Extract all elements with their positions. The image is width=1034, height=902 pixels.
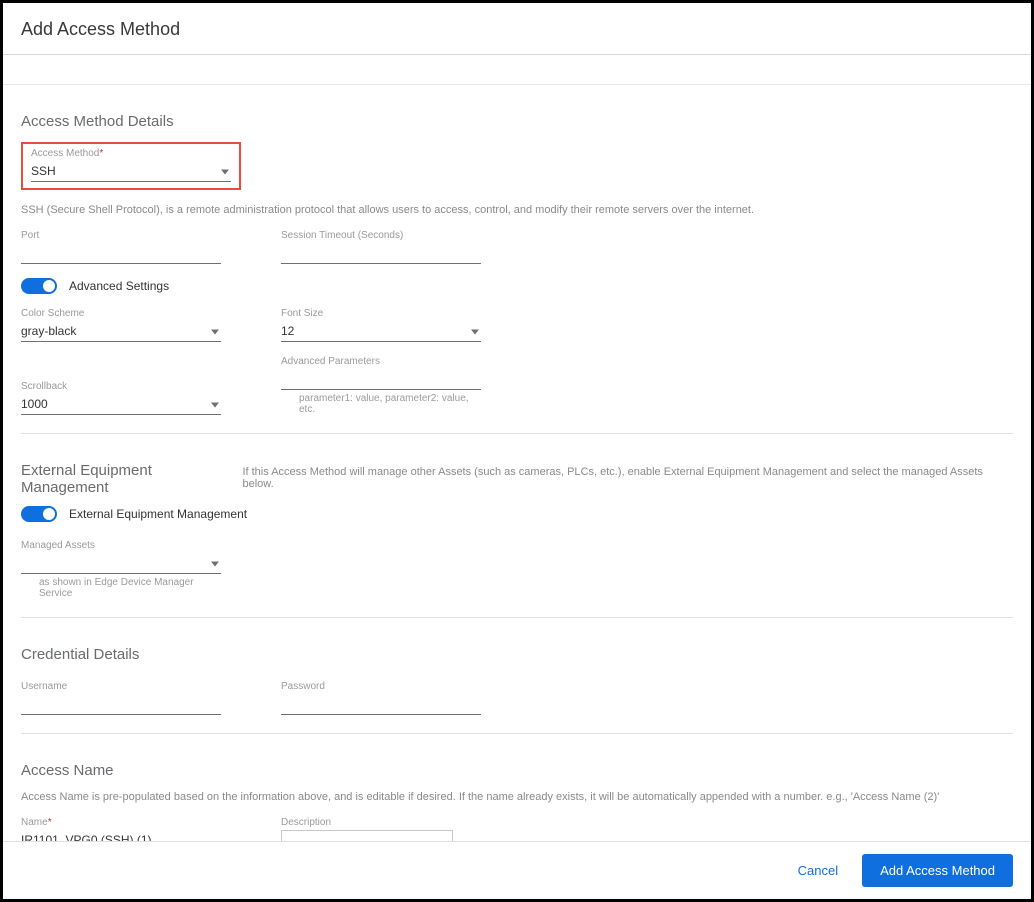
access-name-desc: Access Name is pre-populated based on th… bbox=[21, 791, 1013, 803]
advanced-settings-toggle[interactable] bbox=[21, 278, 57, 294]
dialog-title: Add Access Method bbox=[3, 3, 1031, 55]
scrollback-label: Scrollback bbox=[21, 381, 221, 392]
access-method-description: SSH (Secure Shell Protocol), is a remote… bbox=[21, 204, 1013, 216]
section-title-eem: External Equipment Management bbox=[21, 462, 242, 496]
managed-assets-label: Managed Assets bbox=[21, 540, 221, 551]
font-size-select[interactable] bbox=[281, 321, 481, 342]
username-label: Username bbox=[21, 681, 221, 692]
section-title-details: Access Method Details bbox=[21, 113, 1013, 130]
port-label: Port bbox=[21, 230, 221, 241]
scrollback-select[interactable] bbox=[21, 394, 221, 415]
password-input[interactable] bbox=[281, 694, 481, 715]
eem-inline-desc: If this Access Method will manage other … bbox=[242, 466, 1013, 490]
dialog-footer: Cancel Add Access Method bbox=[3, 841, 1031, 899]
font-size-label: Font Size bbox=[281, 308, 481, 319]
cancel-button[interactable]: Cancel bbox=[798, 863, 838, 878]
managed-assets-helper: as shown in Edge Device Manager Service bbox=[39, 577, 221, 599]
section-title-credentials: Credential Details bbox=[21, 646, 1013, 663]
access-method-label: Access Method* bbox=[31, 148, 231, 159]
eem-toggle[interactable] bbox=[21, 506, 57, 522]
password-label: Password bbox=[281, 681, 481, 692]
advanced-settings-label: Advanced Settings bbox=[69, 279, 169, 293]
divider bbox=[21, 617, 1013, 618]
managed-assets-select[interactable] bbox=[21, 553, 221, 574]
divider bbox=[21, 733, 1013, 734]
section-title-access-name: Access Name bbox=[21, 762, 1013, 779]
session-timeout-label: Session Timeout (Seconds) bbox=[281, 230, 481, 241]
access-method-highlight: Access Method* bbox=[21, 142, 241, 190]
access-method-select[interactable] bbox=[31, 161, 231, 182]
advanced-params-label: Advanced Parameters bbox=[281, 356, 481, 367]
port-input[interactable] bbox=[21, 243, 221, 264]
divider bbox=[21, 433, 1013, 434]
session-timeout-input[interactable] bbox=[281, 243, 481, 264]
advanced-params-helper: parameter1: value, parameter2: value, et… bbox=[299, 393, 481, 415]
spacer bbox=[3, 55, 1031, 85]
advanced-params-input[interactable] bbox=[281, 369, 481, 390]
description-label: Description bbox=[281, 817, 481, 828]
color-scheme-select[interactable] bbox=[21, 321, 221, 342]
name-label: Name* bbox=[21, 817, 221, 828]
username-input[interactable] bbox=[21, 694, 221, 715]
add-access-method-button[interactable]: Add Access Method bbox=[862, 854, 1013, 887]
color-scheme-label: Color Scheme bbox=[21, 308, 221, 319]
eem-toggle-label: External Equipment Management bbox=[69, 507, 247, 521]
